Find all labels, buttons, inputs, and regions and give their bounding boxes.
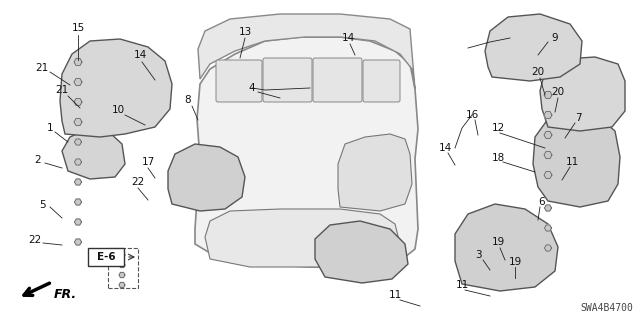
Polygon shape xyxy=(119,282,125,288)
Text: 18: 18 xyxy=(492,153,504,163)
Text: 11: 11 xyxy=(565,157,579,167)
Bar xyxy=(88,248,124,266)
Polygon shape xyxy=(544,152,552,159)
Polygon shape xyxy=(485,14,582,81)
Text: 21: 21 xyxy=(56,85,68,95)
Text: 14: 14 xyxy=(438,143,452,153)
Text: 14: 14 xyxy=(133,50,147,60)
Polygon shape xyxy=(74,119,82,125)
Text: 22: 22 xyxy=(28,235,42,245)
Text: 19: 19 xyxy=(492,237,504,247)
Polygon shape xyxy=(74,179,81,185)
Polygon shape xyxy=(62,129,125,179)
Polygon shape xyxy=(74,139,81,145)
Polygon shape xyxy=(544,172,552,178)
Text: 15: 15 xyxy=(72,23,84,33)
Polygon shape xyxy=(545,205,552,211)
FancyBboxPatch shape xyxy=(313,58,362,102)
Text: 11: 11 xyxy=(388,290,402,300)
Bar xyxy=(108,248,138,288)
FancyBboxPatch shape xyxy=(216,60,262,102)
Text: 4: 4 xyxy=(249,83,255,93)
Polygon shape xyxy=(60,39,172,137)
Text: 16: 16 xyxy=(465,110,479,120)
Text: 6: 6 xyxy=(539,197,545,207)
Polygon shape xyxy=(198,14,415,89)
Text: SWA4B4700: SWA4B4700 xyxy=(580,303,633,313)
Polygon shape xyxy=(544,112,552,118)
Text: 21: 21 xyxy=(35,63,49,73)
Polygon shape xyxy=(540,57,625,131)
Polygon shape xyxy=(74,58,82,65)
FancyBboxPatch shape xyxy=(363,60,400,102)
Text: 7: 7 xyxy=(575,113,581,123)
Text: 9: 9 xyxy=(552,33,558,43)
Polygon shape xyxy=(74,239,81,245)
Text: 1: 1 xyxy=(47,123,53,133)
Text: 8: 8 xyxy=(185,95,191,105)
Polygon shape xyxy=(455,204,558,291)
Text: 13: 13 xyxy=(238,27,252,37)
Text: FR.: FR. xyxy=(54,288,77,301)
Polygon shape xyxy=(545,245,552,251)
Text: 22: 22 xyxy=(131,177,145,187)
Polygon shape xyxy=(119,263,125,268)
Text: 11: 11 xyxy=(456,280,468,290)
Polygon shape xyxy=(315,221,408,283)
Polygon shape xyxy=(168,144,245,211)
Polygon shape xyxy=(119,272,125,278)
Polygon shape xyxy=(74,219,81,225)
Text: 2: 2 xyxy=(35,155,42,165)
Text: 10: 10 xyxy=(111,105,125,115)
Text: E-6: E-6 xyxy=(97,252,115,262)
Polygon shape xyxy=(544,131,552,138)
Polygon shape xyxy=(195,37,418,267)
Polygon shape xyxy=(74,159,81,165)
FancyBboxPatch shape xyxy=(263,58,312,102)
Text: 20: 20 xyxy=(531,67,545,77)
Text: 20: 20 xyxy=(552,87,564,97)
Text: 19: 19 xyxy=(508,257,522,267)
Text: 3: 3 xyxy=(475,250,481,260)
Polygon shape xyxy=(533,111,620,207)
Text: 12: 12 xyxy=(492,123,504,133)
Polygon shape xyxy=(119,252,125,258)
Polygon shape xyxy=(205,209,400,267)
Polygon shape xyxy=(74,199,81,205)
Polygon shape xyxy=(338,134,412,211)
Polygon shape xyxy=(74,99,82,106)
Text: 14: 14 xyxy=(341,33,355,43)
Polygon shape xyxy=(74,78,82,85)
Polygon shape xyxy=(545,225,552,231)
Polygon shape xyxy=(544,92,552,99)
Text: 5: 5 xyxy=(38,200,45,210)
Text: 17: 17 xyxy=(141,157,155,167)
